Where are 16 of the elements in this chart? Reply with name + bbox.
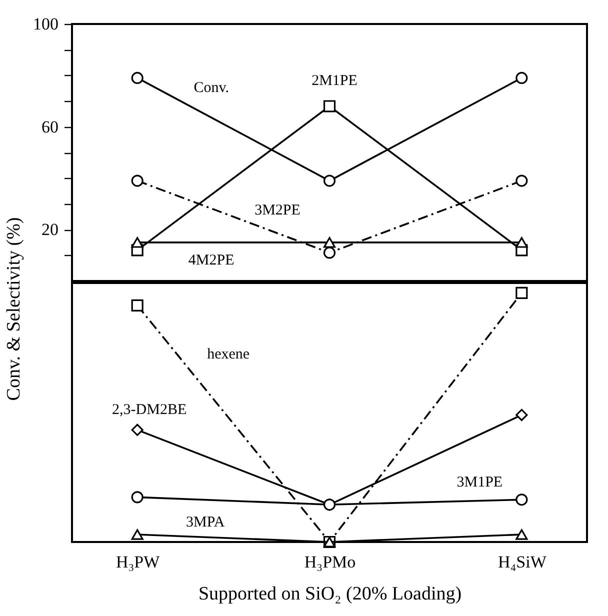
y-tick-label: 60 (42, 117, 58, 136)
y-tick-label: 100 (33, 14, 58, 34)
series-label: 3M1PE (456, 474, 503, 491)
series-label: 3MPA (186, 514, 225, 531)
series-label: 3M2PE (254, 202, 300, 219)
x-tick-label: H₄SiW (498, 552, 548, 572)
series-label: Conv. (194, 80, 229, 96)
series-label: 2,3-DM2BE (112, 402, 187, 418)
series-label: 4M2PE (188, 252, 234, 268)
y-axis-title: Conv. & Selectivity (%) (4, 217, 24, 401)
x-tick-label: H₃PMo (304, 552, 356, 572)
x-tick-label: H₃PW (116, 552, 161, 572)
series-label: hexene (207, 346, 250, 362)
y-tick-label: 20 (42, 220, 58, 240)
series-label: 2M1PE (312, 73, 358, 90)
x-axis-title: Supported on SiO₂ (20% Loading) (198, 584, 462, 604)
